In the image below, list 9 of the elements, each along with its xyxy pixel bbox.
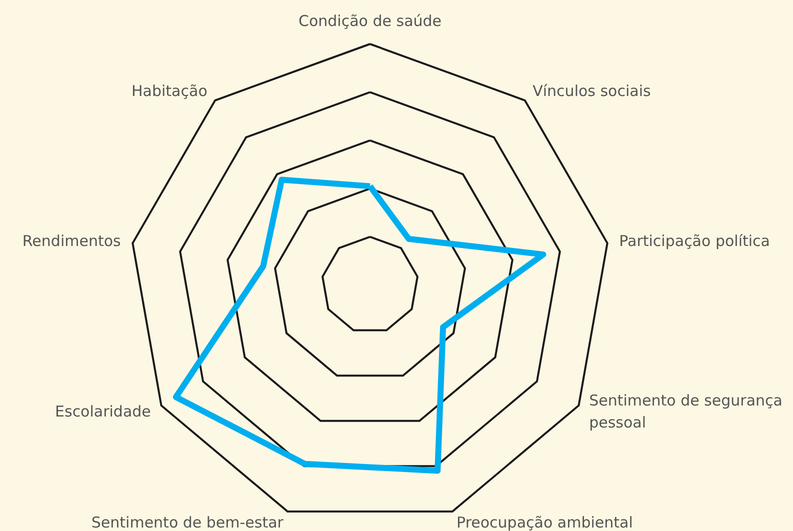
spoke-label: Sentimento de bem-estar <box>91 514 284 531</box>
spoke-label: Habitação <box>132 82 208 100</box>
spoke-label: Escolaridade <box>55 402 151 420</box>
spoke-label: Sentimento de segurança pessoal <box>589 392 782 432</box>
spoke-label: Condição de saúde <box>298 12 442 30</box>
spoke-label: Vínculos sociais <box>532 82 652 100</box>
spoke-label: Rendimentos <box>22 232 122 250</box>
spoke-label: Preocupação ambiental <box>456 514 633 531</box>
spoke-label: Participação política <box>619 232 770 250</box>
